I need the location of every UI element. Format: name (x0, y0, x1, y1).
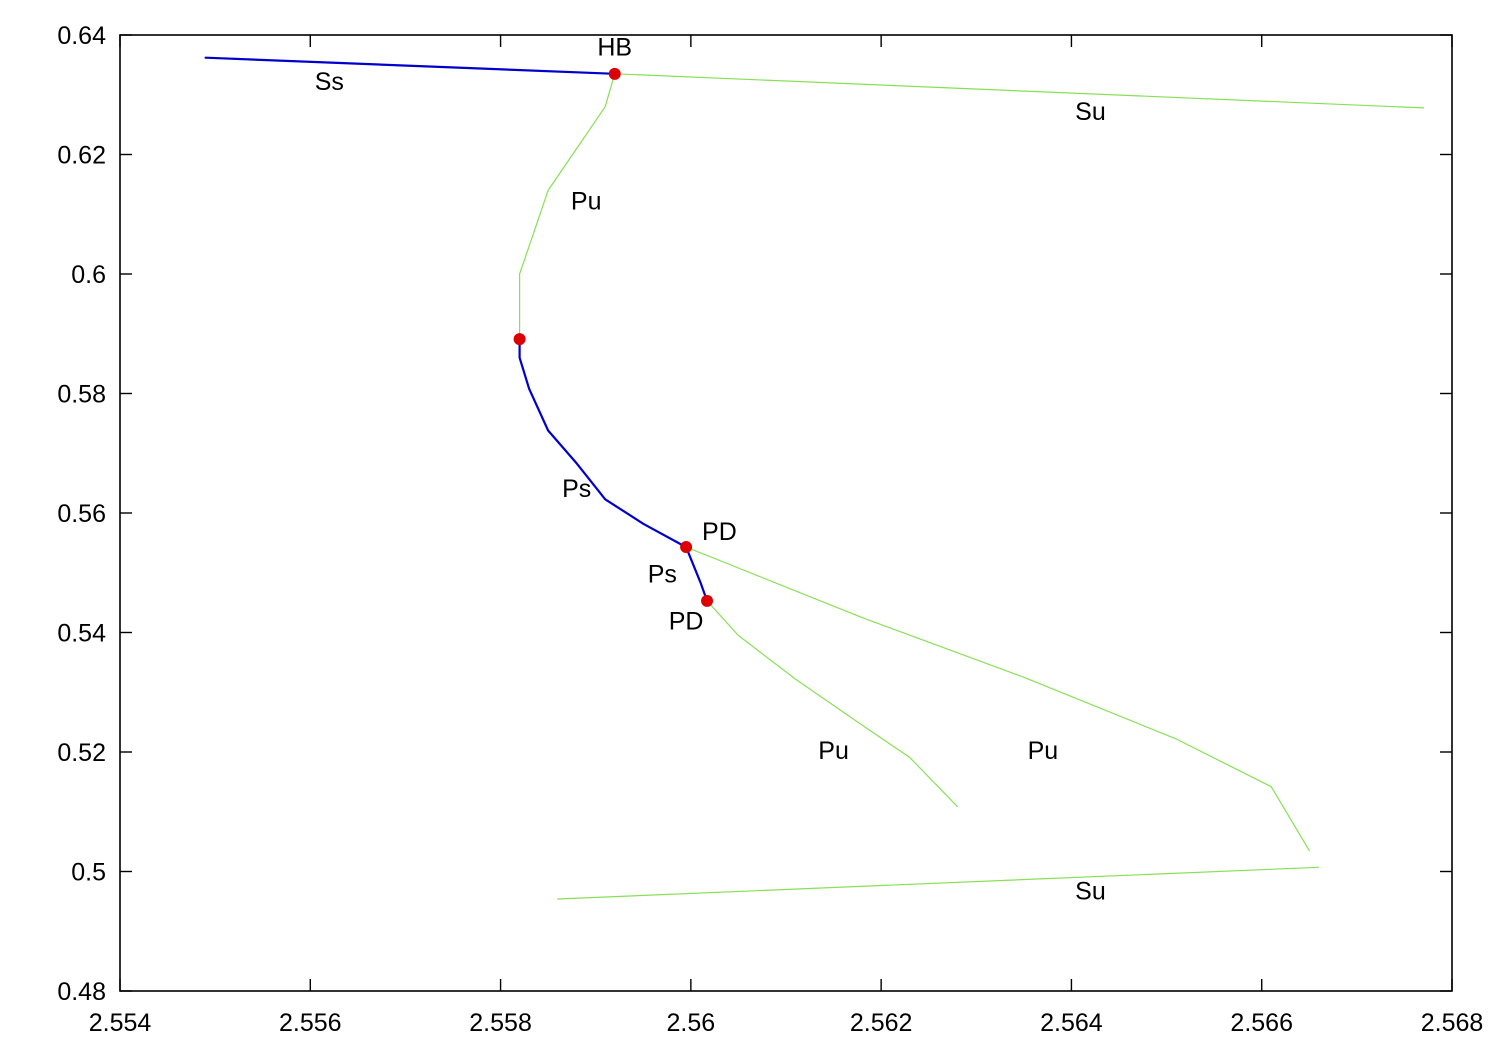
x-tick-label: 2.556 (279, 1009, 342, 1037)
y-tick-label: 0.5 (71, 859, 106, 887)
series-line-unstable (706, 600, 958, 807)
x-tick-label: 2.564 (1040, 1009, 1103, 1037)
x-tick-label: 2.554 (89, 1009, 152, 1037)
series-line-stable (204, 56, 616, 75)
x-tick-label: 2.558 (469, 1009, 532, 1037)
series-line-stable (685, 546, 709, 602)
bifurcation-point (680, 541, 693, 554)
y-tick-label: 0.64 (57, 22, 106, 50)
series-line-unstable (557, 866, 1320, 900)
series-line-stable (518, 338, 688, 549)
y-tick-label: 0.52 (57, 739, 106, 767)
annotation-label: Ps (648, 560, 677, 588)
y-tick-labels: 0.48 0.5 0.52 0.54 0.56 0.58 0.6 0.62 0.64 (57, 22, 106, 1006)
y-tick-label: 0.58 (57, 381, 106, 409)
y-tick-label: 0.6 (71, 261, 106, 289)
y-tick-label: 0.54 (57, 620, 106, 648)
annotation-label: Pu (571, 187, 602, 215)
annotations-layer: HB Ss Su Pu Ps PD Ps PD Pu Pu Su (315, 33, 1106, 905)
annotation-label: Su (1075, 878, 1106, 906)
x-tick-label: 2.568 (1421, 1009, 1484, 1037)
series-layer (204, 56, 1425, 900)
annotation-label: Ss (315, 68, 344, 96)
x-tick-label: 2.56 (667, 1009, 716, 1037)
axis-ticks (119, 34, 1453, 992)
annotation-label: HB (597, 33, 632, 61)
y-tick-label: 0.48 (57, 978, 106, 1006)
bifurcation-point (701, 594, 714, 607)
annotation-label: Pu (1028, 737, 1059, 765)
series-line-unstable (519, 73, 616, 340)
series-line-unstable (614, 73, 1425, 109)
bifurcation-point (608, 67, 621, 80)
y-tick-label: 0.56 (57, 500, 106, 528)
annotation-label: PD (669, 608, 704, 636)
x-tick-label: 2.566 (1230, 1009, 1293, 1037)
annotation-label: PD (702, 518, 737, 546)
bifurcation-point (513, 333, 526, 346)
y-tick-label: 0.62 (57, 142, 106, 170)
x-tick-labels: 2.554 2.556 2.558 2.56 2.562 2.564 2.566 2.568 (89, 1009, 1484, 1037)
annotation-label: Su (1075, 98, 1106, 126)
annotation-label: Ps (562, 475, 591, 503)
plot-border (119, 34, 1453, 992)
x-tick-label: 2.562 (850, 1009, 913, 1037)
series-line-unstable (685, 546, 1310, 852)
plot-frame (119, 34, 1453, 992)
annotation-label: Pu (818, 737, 849, 765)
special-points-layer (513, 67, 714, 607)
